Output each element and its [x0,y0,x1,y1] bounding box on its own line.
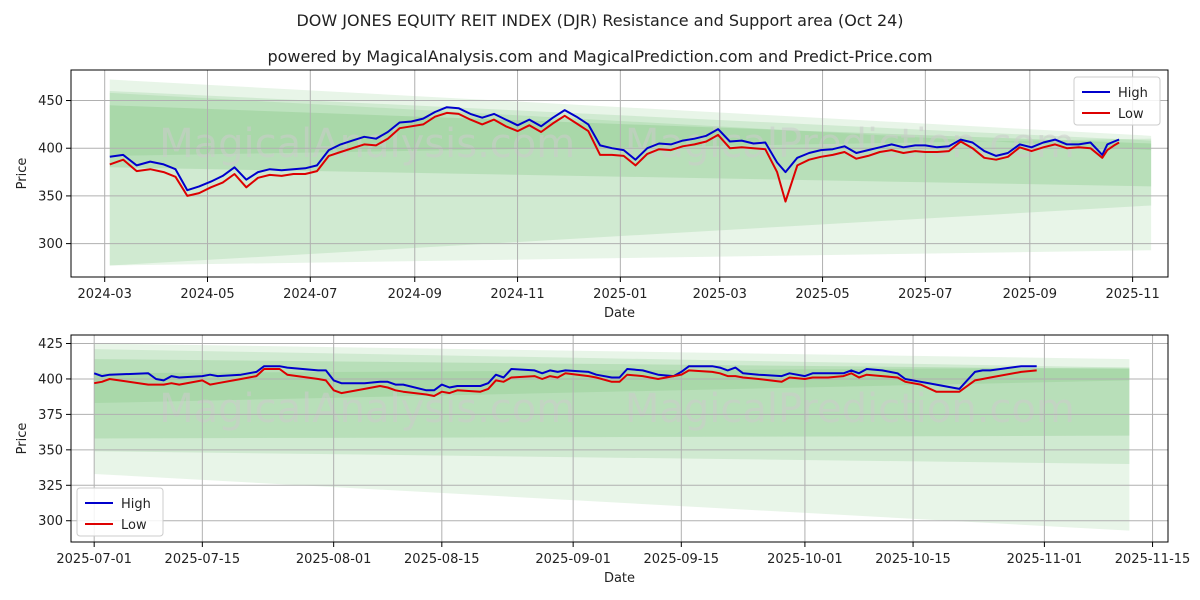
y-tick-label: 300 [38,237,63,252]
x-tick-label: 2025-09 [1003,287,1057,302]
x-tick-label: 2025-11 [1105,287,1159,302]
band-1-3 [94,367,1130,404]
watermark-right: MagicalPrediction.com [625,386,1075,432]
y-tick-label: 400 [38,372,63,387]
x-tick-label: 2024-11 [490,287,544,302]
legend-label-low: Low [121,518,147,533]
band-0-2 [109,105,1152,187]
x-tick-label: 2025-08-15 [404,552,480,567]
x-tick-label: 2025-10-15 [875,552,951,567]
plot-frame [70,334,1169,543]
y-axis-label: Price [15,423,30,455]
legend-label-low: Low [1118,107,1144,122]
x-tick-label: 2024-05 [180,287,234,302]
y-tick-label: 350 [38,189,63,204]
y-tick-label: 325 [38,479,63,494]
legend-box [1073,76,1161,126]
x-tick-label: 2024-07 [283,287,337,302]
chart-subtitle: powered by MagicalAnalysis.com and Magic… [267,47,932,66]
legend-label-high: High [1118,86,1148,101]
watermark-left: MagicalAnalysis.com [159,386,575,432]
legend-box [76,487,164,537]
bottom-chart-panel: MagicalAnalysis.com MagicalPrediction.com… [15,334,1191,586]
x-tick-label: 2025-07 [898,287,952,302]
series-line-low [109,111,1120,203]
legend: High Low [76,487,164,537]
band-1-1 [94,349,1130,465]
chart-title: DOW JONES EQUITY REIT INDEX (DJR) Resist… [296,11,903,30]
y-tick-label: 400 [38,142,63,157]
legend-label-high: High [121,497,151,512]
x-tick-label: 2025-07-15 [165,552,241,567]
y-tick-label: 375 [38,408,63,423]
x-tick-label: 2025-08-01 [296,552,372,567]
legend: High Low [1073,76,1161,126]
x-tick-label: 2024-03 [78,287,132,302]
x-tick-label: 2025-09-01 [535,552,611,567]
top-chart-panel: MagicalAnalysis.com MagicalPrediction.com… [15,69,1169,321]
x-tick-label: 2025-11-15 [1115,552,1191,567]
x-tick-label: 2025-01 [593,287,647,302]
x-axis-label: Date [604,306,635,321]
x-tick-label: 2025-07-01 [56,552,132,567]
band-0-3 [109,92,1152,156]
x-tick-label: 2025-09-15 [644,552,720,567]
series-line-high [109,106,1120,192]
x-axis-label: Date [604,571,635,586]
y-tick-label: 425 [38,337,63,352]
band-0-1 [109,90,1152,266]
series-line-high [93,365,1037,392]
band-0-0 [109,79,1152,266]
y-tick-label: 350 [38,443,63,458]
x-tick-label: 2025-11-01 [1007,552,1083,567]
x-tick-label: 2025-10-01 [767,552,843,567]
y-axis-label: Price [15,158,30,190]
y-tick-label: 300 [38,514,63,529]
series-line-low [94,368,1037,397]
x-tick-label: 2024-09 [388,287,442,302]
plot-frame [70,69,1169,278]
x-tick-label: 2025-03 [693,287,747,302]
y-tick-label: 450 [38,94,63,109]
x-tick-label: 2025-05 [795,287,849,302]
